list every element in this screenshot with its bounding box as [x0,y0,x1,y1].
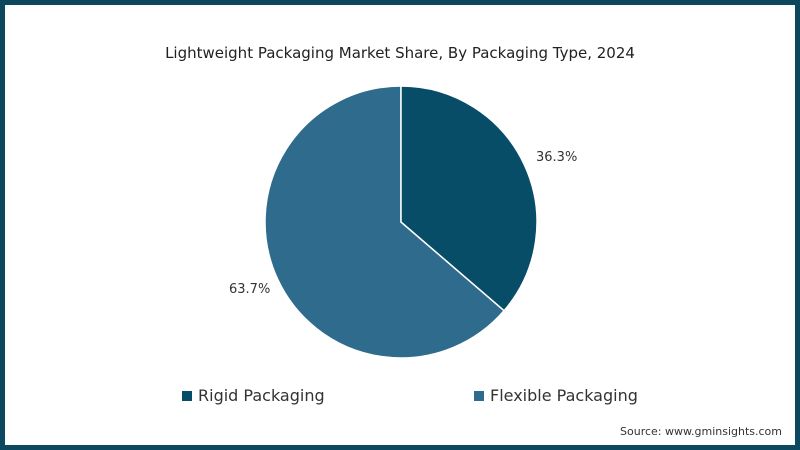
pie-slice-flexible-packaging[interactable] [264,85,506,359]
data-label-flexible: 63.7% [229,282,271,297]
legend-swatch-flexible [474,390,484,401]
pie-slice-rigid-packaging[interactable] [400,85,538,312]
legend-item-flexible[interactable]: Flexible Packaging [474,386,638,405]
source-note: Source: www.gminsights.com [620,425,782,438]
data-label-rigid: 36.3% [536,150,578,165]
legend-swatch-rigid [182,390,192,401]
legend-item-rigid[interactable]: Rigid Packaging [182,386,325,405]
chart-title: Lightweight Packaging Market Share, By P… [165,44,635,62]
legend-label-flexible: Flexible Packaging [490,386,638,405]
legend-label-rigid: Rigid Packaging [198,386,325,405]
